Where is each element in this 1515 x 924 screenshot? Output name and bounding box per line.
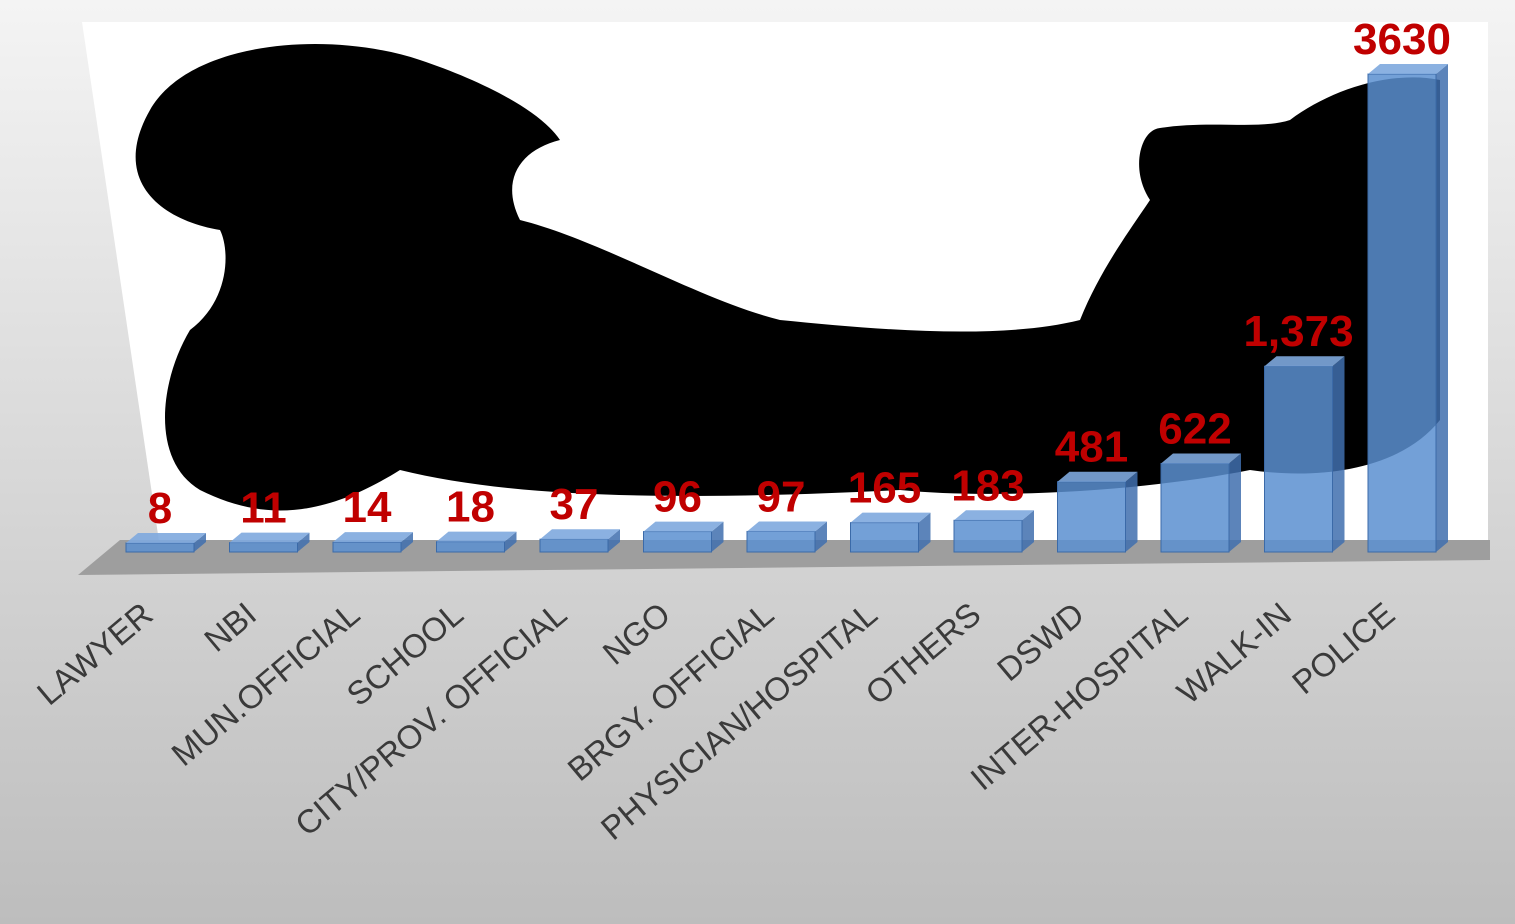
value-label: 37 [550,480,599,529]
value-label: 97 [757,472,806,521]
bar-top [954,510,1034,520]
bar [333,542,401,552]
page: {"chart_data": {"type": "bar", "categori… [0,0,1515,924]
bar-top [1161,453,1241,463]
bar-top [333,532,413,542]
bar-top [1058,472,1138,482]
value-label: 3630 [1353,15,1451,64]
bar-top [1368,64,1448,74]
bar-top [644,522,724,532]
value-label: 481 [1055,423,1128,472]
bar [540,539,608,552]
bar-side [1229,453,1241,552]
value-label: 14 [343,483,392,532]
bar [437,542,505,552]
value-label: 18 [446,483,495,532]
bar [1161,463,1229,552]
value-label: 96 [653,473,702,522]
bar [230,543,298,552]
bar [1368,74,1436,552]
bar [747,531,815,552]
bar [644,532,712,552]
value-label: 11 [240,484,287,533]
bar-top [540,529,620,539]
chart: LAWYER8NBI11MUN.OFFICIAL14SCHOOL18CITY/P… [0,0,1515,924]
bar [1058,482,1126,552]
bar [954,520,1022,552]
bar-top [747,521,827,531]
bar-top [126,533,206,543]
bar-side [1436,64,1448,552]
bar-top [437,532,517,542]
bar-top [851,513,931,523]
value-label: 1,373 [1243,307,1353,356]
bar-side [1126,472,1138,552]
bar-side [1333,356,1345,552]
bar [1265,366,1333,552]
value-label: 622 [1158,404,1231,453]
value-label: 183 [951,461,1024,510]
bar-top [1265,356,1345,366]
value-label: 165 [848,464,921,513]
value-label: 8 [148,484,172,533]
bar-top [230,533,310,543]
bar [126,543,194,552]
bar [851,523,919,552]
